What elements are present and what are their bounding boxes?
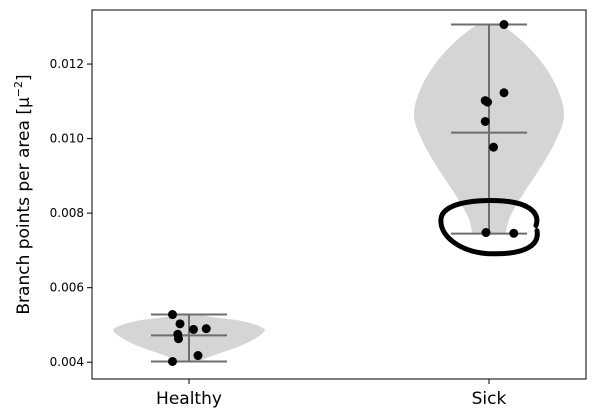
- data-point-sick: [489, 142, 498, 152]
- x-tick-label: Sick: [472, 389, 507, 409]
- y-tick-label: 0.010: [50, 132, 84, 146]
- data-point-healthy: [189, 324, 198, 334]
- data-point-sick: [481, 228, 491, 238]
- y-tick-label: 0.004: [50, 355, 84, 369]
- data-point-healthy: [168, 310, 177, 320]
- data-point-sick: [483, 97, 492, 107]
- x-axis: Healthy Sick: [156, 379, 507, 409]
- violin-stat-lines: [151, 23, 527, 363]
- y-axis-label: Branch points per area [μ−2]: [12, 74, 34, 314]
- data-point-healthy: [168, 356, 177, 366]
- violin-bodies: [113, 24, 565, 362]
- data-point-sick: [480, 116, 490, 126]
- x-tick-label: Healthy: [156, 389, 222, 409]
- plot-frame: [91, 9, 587, 380]
- y-tick-label: 0.008: [50, 206, 84, 220]
- data-point-healthy: [193, 351, 203, 361]
- hand-drawn-circle-annotation: [438, 197, 540, 257]
- data-point-healthy: [175, 319, 185, 329]
- data-points: [168, 20, 519, 366]
- data-point-sick: [499, 20, 509, 30]
- data-point-healthy: [201, 324, 211, 334]
- data-point-sick: [499, 88, 509, 98]
- y-axis: 0.004 0.006 0.008 0.010 0.012: [50, 57, 92, 369]
- y-tick-label: 0.006: [50, 281, 84, 295]
- y-tick-label: 0.012: [50, 57, 84, 71]
- data-point-sick: [509, 228, 519, 238]
- data-point-healthy: [174, 334, 183, 344]
